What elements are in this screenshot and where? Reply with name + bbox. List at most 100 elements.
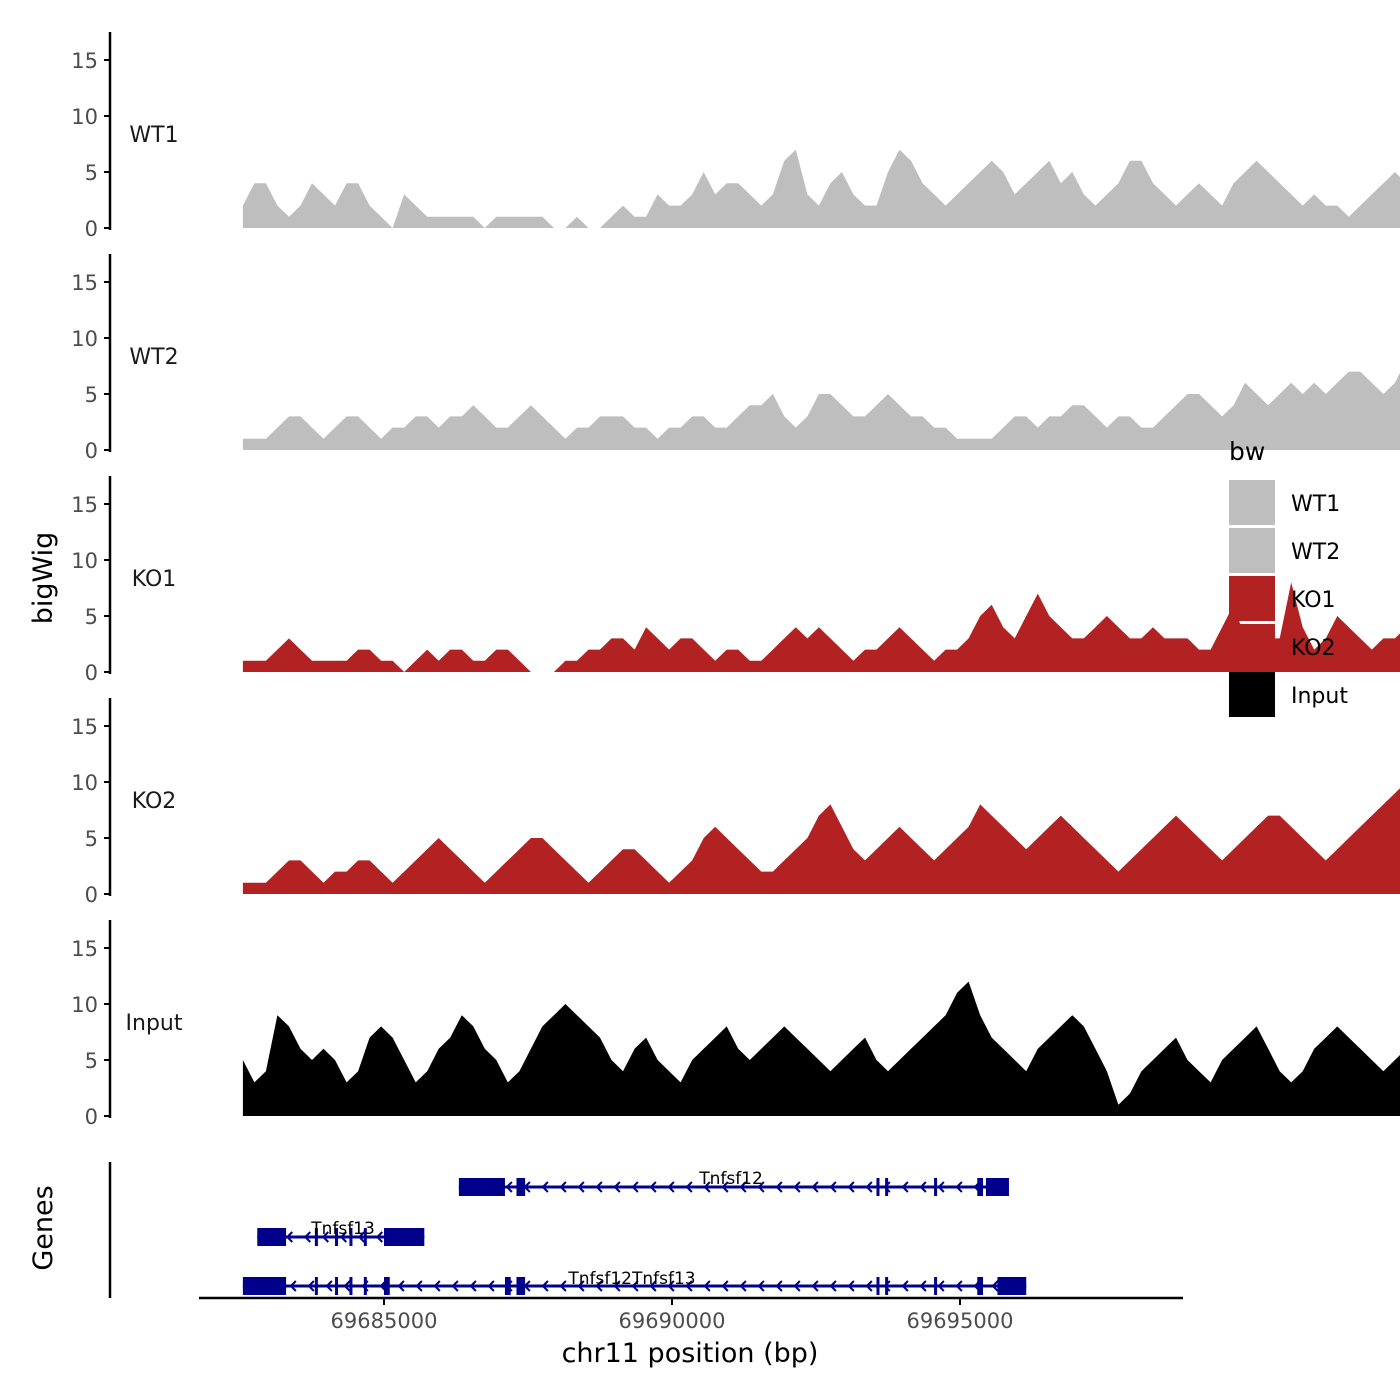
coverage-area-wt2 [242, 371, 1400, 450]
gene-exon [985, 1178, 1009, 1196]
gene-exon [349, 1277, 353, 1295]
strand-chevron [757, 1181, 765, 1193]
coverage-area-wt1 [242, 149, 1400, 228]
y-tick-label: 15 [71, 493, 98, 517]
strand-chevron [865, 1181, 873, 1193]
strand-chevron [919, 1181, 927, 1193]
bigwig-tracks: 0 5 10 15 WT1 0 5 10 15 WT2 0 5 10 15 KO1 0 5 10 15 KO2 0 5 10… [71, 32, 1400, 1129]
strand-chevron [289, 1280, 297, 1292]
strand-chevron [901, 1280, 909, 1292]
strand-chevron [937, 1280, 945, 1292]
y-tick-label: 5 [85, 383, 98, 407]
gene-exon [934, 1277, 938, 1295]
y-tick-label: 15 [71, 271, 98, 295]
gene-exon [242, 1277, 287, 1295]
strand-chevron [631, 1280, 639, 1292]
strand-chevron [577, 1280, 585, 1292]
x-tick-label: 69690000 [619, 1309, 726, 1333]
y-tick-label: 15 [71, 49, 98, 73]
gene-exon [349, 1228, 353, 1246]
strand-chevron [339, 1231, 347, 1243]
strand-chevron [649, 1280, 657, 1292]
gene-exon [458, 1178, 505, 1196]
gene-exon [504, 1277, 511, 1295]
strand-chevron [595, 1280, 603, 1292]
gene-exon [977, 1277, 984, 1295]
gene-exon [876, 1178, 880, 1196]
strand-chevron [793, 1280, 801, 1292]
y-tick-label: 15 [71, 715, 98, 739]
strand-chevron [397, 1280, 405, 1292]
strand-chevron [883, 1181, 891, 1193]
strand-chevron [775, 1280, 783, 1292]
track-label-ko2: KO2 [132, 789, 177, 814]
strand-chevron [991, 1280, 999, 1292]
gene-model-tnfsf12: Tnfsf12 [458, 1169, 1009, 1196]
track-panel-wt1: 0 5 10 15 WT1 [71, 32, 1400, 241]
strand-chevron [955, 1181, 963, 1193]
strand-chevron [829, 1181, 837, 1193]
coverage-area-input [242, 981, 1400, 1116]
strand-chevron [559, 1181, 567, 1193]
strand-chevron [469, 1280, 477, 1292]
strand-chevron [649, 1181, 657, 1193]
y-tick-label: 10 [71, 771, 98, 795]
strand-chevron [613, 1280, 621, 1292]
strand-chevron [631, 1181, 639, 1193]
gene-label: Tnfsf12 [698, 1169, 763, 1189]
coverage-area-ko1 [242, 582, 1400, 672]
strand-chevron [811, 1280, 819, 1292]
strand-chevron [757, 1280, 765, 1292]
strand-chevron [487, 1280, 495, 1292]
strand-chevron [325, 1280, 333, 1292]
gene-exon [516, 1178, 526, 1196]
track-label-input: Input [126, 1011, 183, 1036]
track-panel-ko1: 0 5 10 15 KO1 [71, 476, 1400, 685]
gene-exon [934, 1178, 938, 1196]
strand-chevron [739, 1280, 747, 1292]
legend-key-ko1 [1229, 576, 1275, 621]
y-tick-label: 0 [85, 661, 98, 685]
gene-exon [314, 1228, 318, 1246]
gene-exon [384, 1228, 425, 1246]
strand-chevron [541, 1181, 549, 1193]
strand-chevron [321, 1231, 329, 1243]
gene-exon [885, 1178, 889, 1196]
gene-label: Tnfsf13 [310, 1219, 375, 1239]
strand-chevron [451, 1280, 459, 1292]
strand-chevron [375, 1231, 383, 1243]
track-panel-input: 0 5 10 15 Input [71, 920, 1400, 1129]
gene-model-tnfsf13: Tnfsf13 [257, 1219, 425, 1246]
gene-exon [384, 1277, 390, 1295]
y-tick-label: 5 [85, 827, 98, 851]
gene-exon [314, 1277, 318, 1295]
strand-chevron [343, 1280, 351, 1292]
gene-exon [876, 1277, 880, 1295]
y-tick-label: 15 [71, 937, 98, 961]
strand-chevron [901, 1181, 909, 1193]
y-tick-label: 5 [85, 605, 98, 629]
legend-key-ko2 [1229, 624, 1275, 669]
y-tick-label: 10 [71, 105, 98, 129]
y-axis-label-genes: Genes [28, 1185, 59, 1270]
gene-exon [335, 1277, 339, 1295]
gene-exon [977, 1178, 984, 1196]
y-axis-label-bigwig: bigWig [28, 532, 59, 625]
strand-chevron [303, 1231, 311, 1243]
strand-chevron [829, 1280, 837, 1292]
gene-label: Tnfsf12Tnfsf13 [567, 1269, 695, 1289]
strand-chevron [847, 1280, 855, 1292]
strand-chevron [703, 1181, 711, 1193]
gene-exon [997, 1277, 1027, 1295]
strand-chevron [685, 1280, 693, 1292]
gene-exon [516, 1277, 526, 1295]
strand-chevron [667, 1181, 675, 1193]
legend-label-wt1: WT1 [1291, 492, 1340, 517]
track-panel-wt2: 0 5 10 15 WT2 [71, 254, 1400, 463]
y-tick-label: 0 [85, 883, 98, 907]
legend-label-wt2: WT2 [1291, 540, 1340, 565]
strand-chevron [811, 1181, 819, 1193]
y-tick-label: 10 [71, 993, 98, 1017]
strand-chevron [721, 1280, 729, 1292]
